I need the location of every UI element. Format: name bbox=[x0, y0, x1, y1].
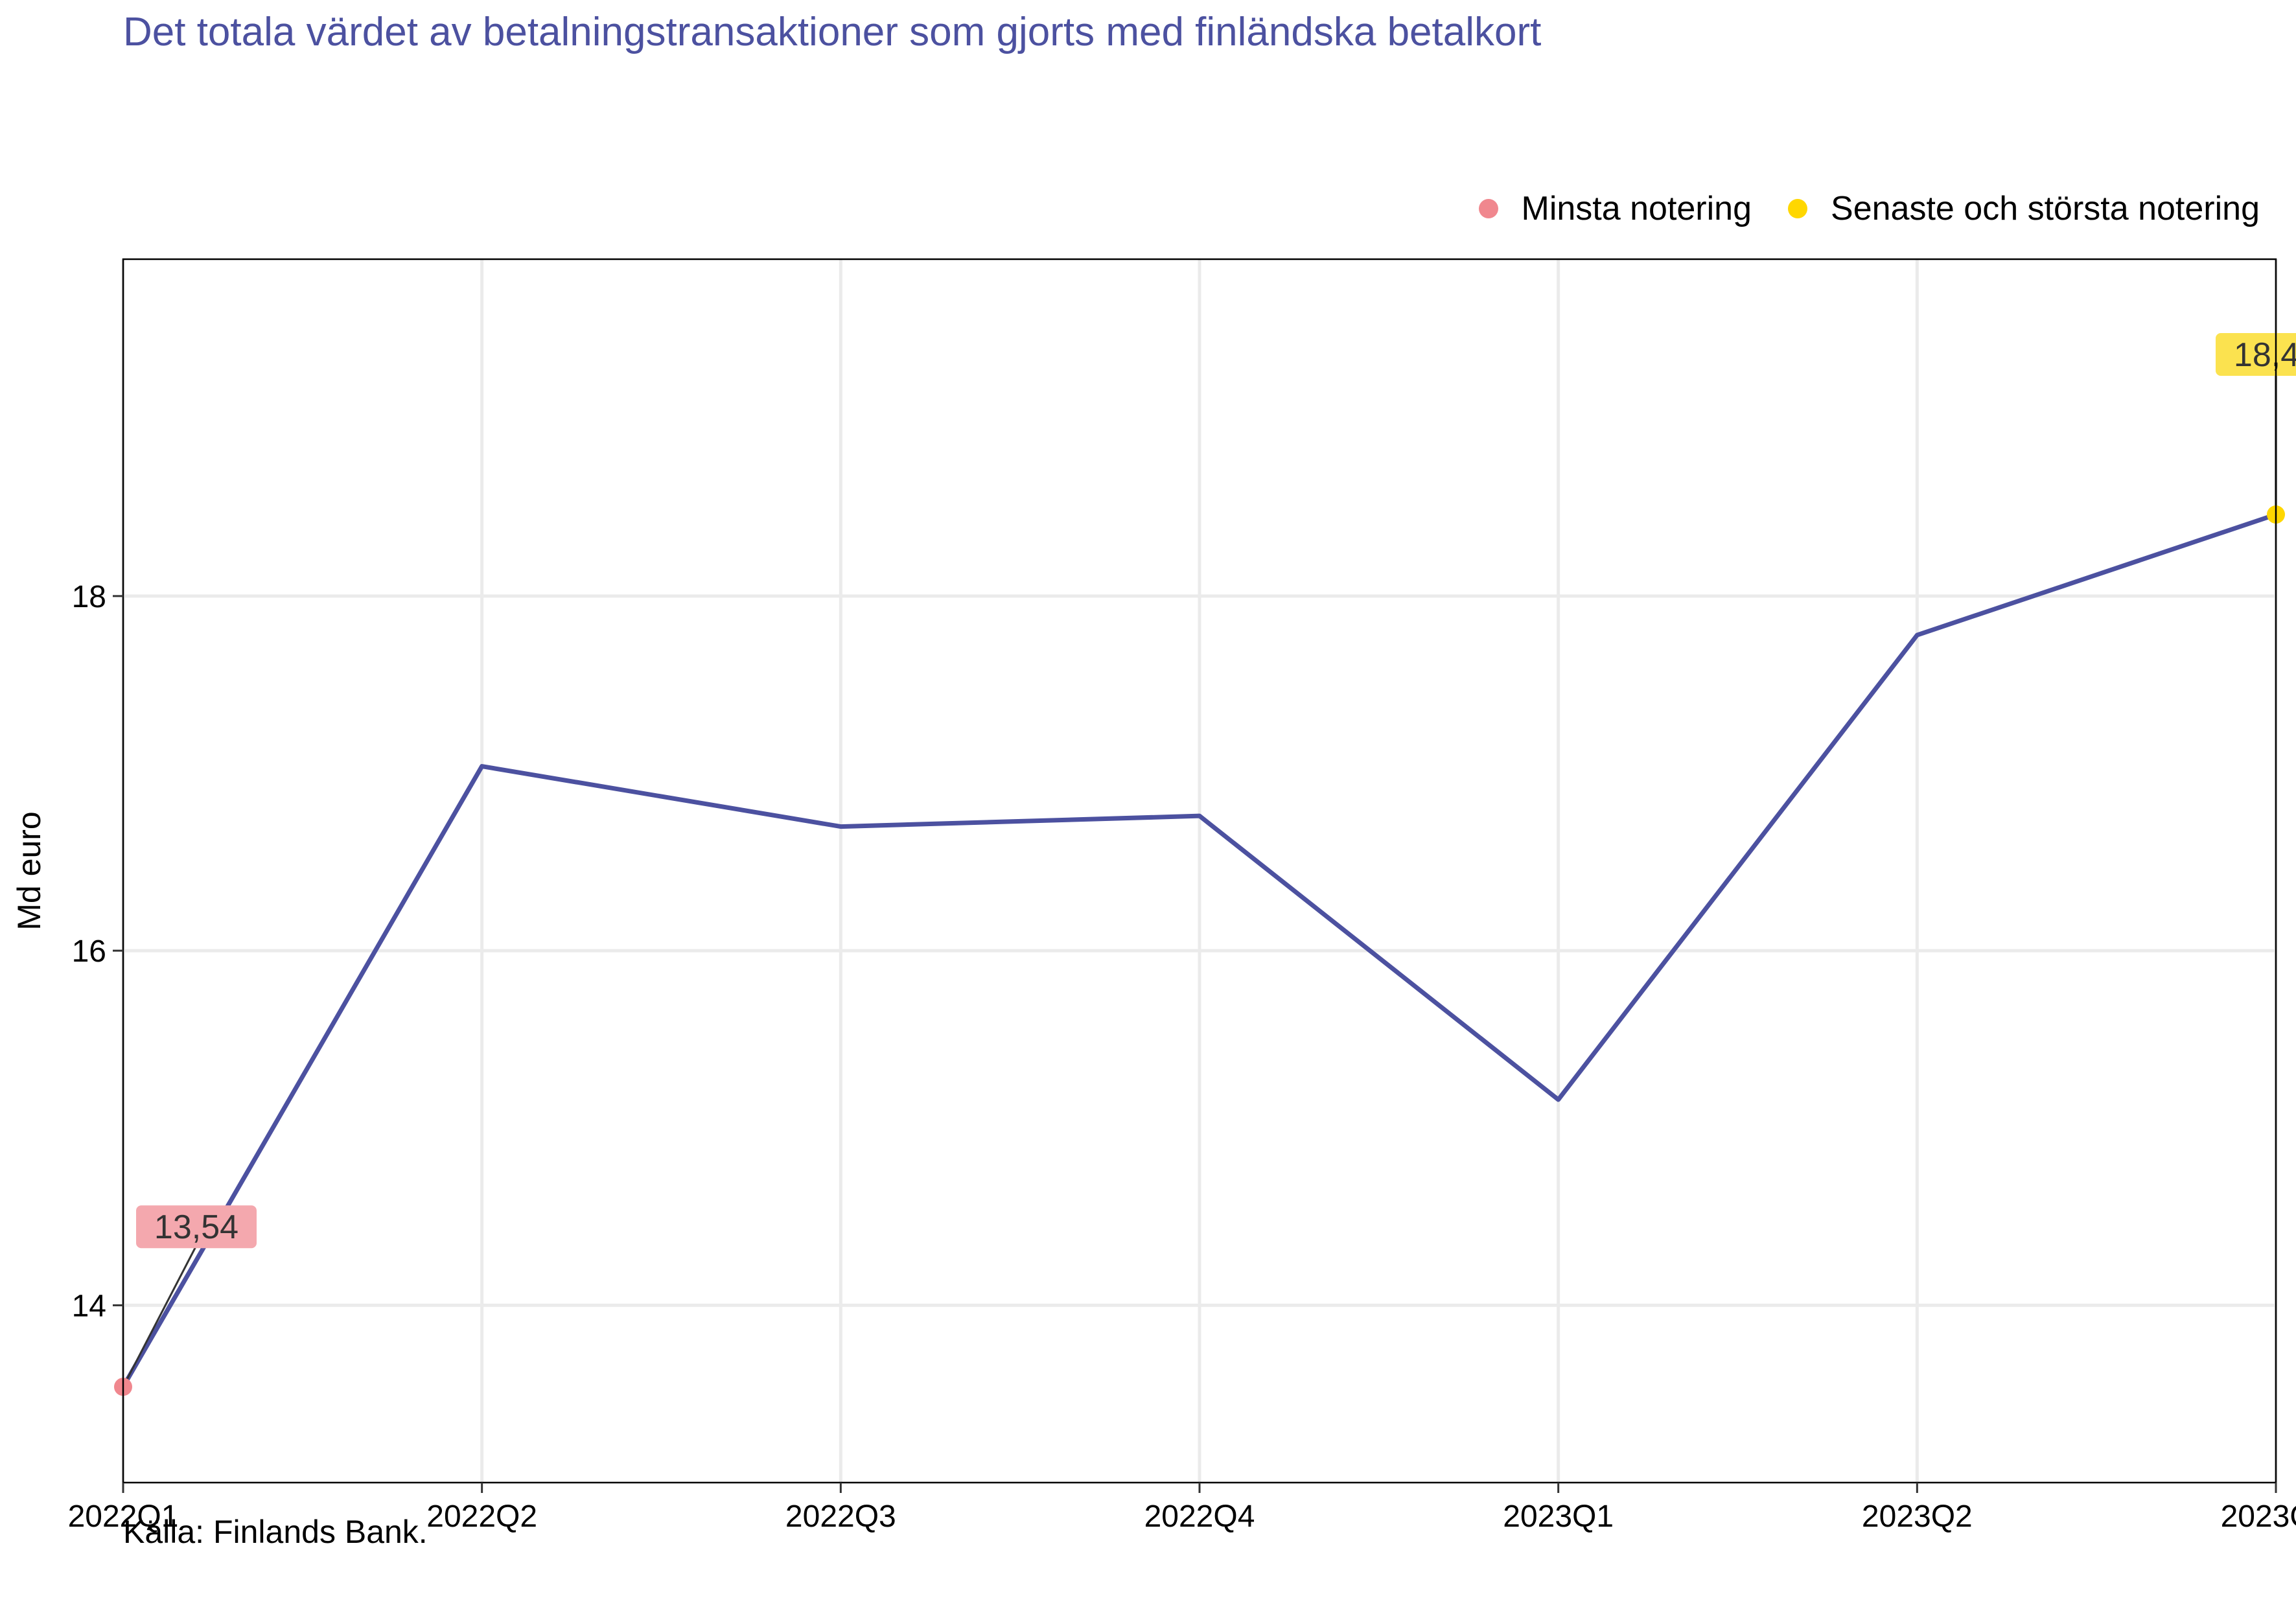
annotation-leader-2022Q1 bbox=[122, 1245, 198, 1387]
x-tick-label-2022Q2: 2022Q2 bbox=[426, 1499, 537, 1534]
axes: 2022Q1 2022Q2 2022Q3 2022Q4 2023Q1 2023Q2 2023… bbox=[68, 580, 2296, 1534]
x-tick-label-2023Q3: 2023Q3 bbox=[2221, 1499, 2296, 1534]
annotation-layer: 13,54 18,46 bbox=[114, 333, 2296, 1396]
x-tick-label-2022Q1: 2022Q1 bbox=[68, 1499, 179, 1534]
legend-label-minimum: Minsta notering bbox=[1521, 190, 1752, 227]
y-axis-title: Md euro bbox=[11, 811, 47, 930]
series-line bbox=[121, 512, 2279, 1389]
x-tick-label-2023Q1: 2023Q1 bbox=[1503, 1499, 1614, 1534]
y-tick-label-18: 18 bbox=[72, 580, 106, 614]
legend-label-latest-maximum: Senaste och största notering bbox=[1831, 190, 2260, 227]
annotation-box-2022Q1 bbox=[136, 1205, 257, 1249]
series-layer bbox=[121, 512, 2279, 1389]
grid-lines bbox=[121, 259, 2278, 1483]
chart-title: Det totala värdet av betalningstransakti… bbox=[123, 10, 1542, 54]
legend-item-latest-maximum: Senaste och största notering bbox=[1788, 189, 2260, 228]
x-tick-label-2022Q4: 2022Q4 bbox=[1144, 1499, 1255, 1534]
legend-marker-minimum bbox=[1478, 199, 1498, 218]
source-note: Källa: Finlands Bank. bbox=[123, 1514, 428, 1550]
annotation-label-2022Q1: 13,54 bbox=[154, 1208, 238, 1246]
x-tick-label-2022Q3: 2022Q3 bbox=[785, 1499, 896, 1534]
x-tick-label-2023Q2: 2023Q2 bbox=[1862, 1499, 1973, 1534]
y-tick-label-14: 14 bbox=[72, 1289, 106, 1323]
y-tick-label-16: 16 bbox=[72, 934, 106, 969]
legend-item-minimum: Minsta notering bbox=[1478, 189, 1752, 228]
legend-marker-latest-maximum bbox=[1788, 199, 1808, 218]
chart-legend: Minsta notering Senaste och största note… bbox=[1443, 189, 2260, 228]
annotation-label-2023Q3: 18,46 bbox=[2234, 336, 2296, 374]
